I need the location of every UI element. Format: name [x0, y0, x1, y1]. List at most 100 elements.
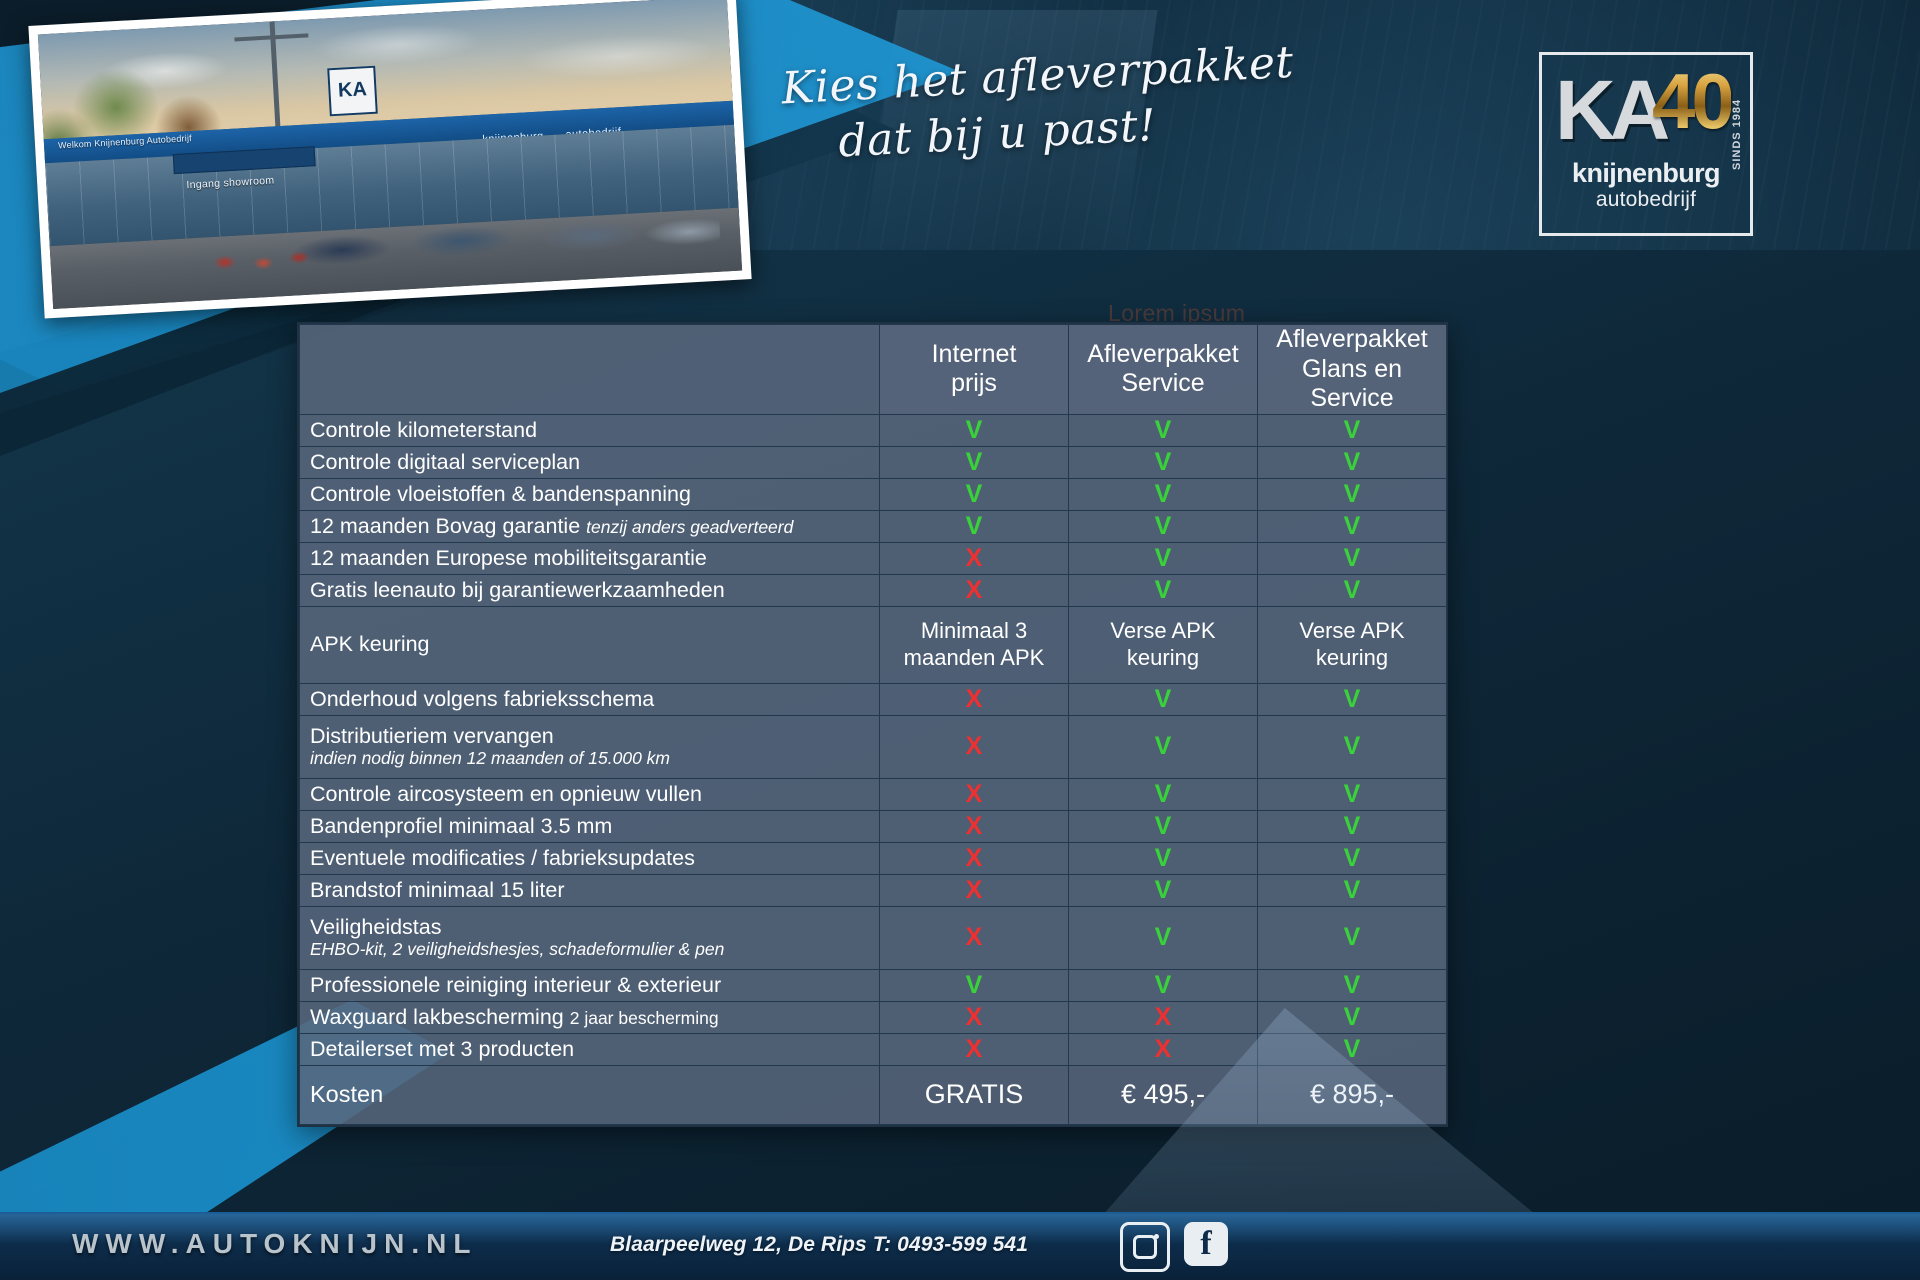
cell-service-mark: V — [1068, 777, 1258, 811]
row-feature-label: Controle digitaal serviceplan — [299, 445, 880, 479]
table-body: Controle kilometerstand V V V Controle digit… — [299, 413, 1447, 1125]
header-internet-line2: prijs — [951, 369, 997, 398]
instagram-icon[interactable] — [1120, 1222, 1170, 1272]
feature-note: 2 jaar bescherming — [569, 1007, 719, 1028]
table-row: Onderhoud volgens fabrieksschema X V V — [299, 682, 1447, 716]
row-feature-label: APK keuring — [299, 605, 880, 684]
cell-service-mark: X — [1068, 1032, 1258, 1066]
cell-internet-mark: V — [879, 509, 1069, 543]
cell-internet-mark: X — [879, 1032, 1069, 1066]
cell-service-mark: V — [1068, 905, 1258, 970]
cost-service: € 495,- — [1068, 1064, 1258, 1125]
row-feature-label: Onderhoud volgens fabrieksschema — [299, 682, 880, 716]
cell-glans-mark: V — [1257, 905, 1447, 970]
cell-internet-text: Minimaal 3 maanden APK — [879, 605, 1069, 684]
cost-internet: GRATIS — [879, 1064, 1069, 1125]
feature-note: indien nodig binnen 12 maanden of 15.000… — [310, 748, 670, 769]
cell-internet-mark: X — [879, 1000, 1069, 1034]
headline: Kies het afleverpakket dat bij u past! — [756, 33, 1324, 222]
cell-glans-mark: V — [1257, 809, 1447, 843]
feature-name: Professionele reiniging interieur & exte… — [310, 972, 722, 997]
cell-service-mark: V — [1068, 413, 1258, 447]
cell-glans-mark: V — [1257, 573, 1447, 607]
feature-name: Brandstof minimaal 15 liter — [310, 877, 565, 902]
cell-glans-mark: V — [1257, 1032, 1447, 1066]
cost-row: Kosten GRATIS € 495,- € 895,- — [299, 1064, 1447, 1125]
row-feature-label: 12 maanden Bovag garantie tenzij anders … — [299, 509, 880, 543]
facebook-icon[interactable]: f — [1184, 1222, 1228, 1266]
header-feature-blank — [299, 324, 880, 415]
header-glans-line1: Afleverpakket — [1276, 325, 1428, 353]
cell-service-text: Verse APK keuring — [1068, 605, 1258, 684]
cell-internet-mark: X — [879, 541, 1069, 575]
social-links: f — [1120, 1222, 1228, 1272]
table-header-row: Internet prijs Afleverpakket Service Afl… — [299, 324, 1447, 415]
cell-glans-mark: V — [1257, 714, 1447, 779]
table-row: Professionele reiniging interieur & exte… — [299, 968, 1447, 1002]
cell-internet-mark: V — [879, 413, 1069, 447]
cell-glans-mark: V — [1257, 445, 1447, 479]
row-feature-label: Veiligheidstas EHBO-kit, 2 veiligheidshes… — [299, 905, 880, 970]
logo-since-text: SINDS 1984 — [1731, 98, 1743, 170]
table-row: Distributieriem vervangen indien nodig bi… — [299, 714, 1447, 779]
logo-ka-letters: KA — [1555, 63, 1670, 157]
cost-glans: € 895,- — [1257, 1064, 1447, 1125]
cell-service-mark: V — [1068, 873, 1258, 907]
table-row: Eventuele modificaties / fabrieksupdates… — [299, 841, 1447, 875]
table-row: Controle vloeistoffen & bandenspanning V V… — [299, 477, 1447, 511]
row-feature-label: Detailerset met 3 producten — [299, 1032, 880, 1066]
cell-internet-mark: V — [879, 968, 1069, 1002]
cell-service-mark: V — [1068, 714, 1258, 779]
logo-company-name: knijnenburg — [1572, 158, 1721, 188]
feature-name: Onderhoud volgens fabrieksschema — [310, 686, 655, 711]
cell-service-mark: V — [1068, 809, 1258, 843]
dealership-photo: Welkom Knijnenburg Autobedrijf knijnenbu… — [28, 0, 752, 319]
feature-name: Gratis leenauto bij garantiewerkzaamhede… — [310, 577, 725, 602]
company-logo: KA 40 knijnenburg autobedrijf SINDS 1984 — [1539, 52, 1753, 236]
logo-company-subtitle: autobedrijf — [1595, 188, 1697, 211]
header-afleverpakket-glans-service: Afleverpakket Glans en Service — [1257, 324, 1447, 415]
cell-service-mark: V — [1068, 477, 1258, 511]
row-feature-label: Professionele reiniging interieur & exte… — [299, 968, 880, 1002]
row-feature-label: Controle aircosysteem en opnieuw vullen — [299, 777, 880, 811]
header-internet-prijs: Internet prijs — [879, 324, 1069, 415]
footer-bar: WWW.AUTOKNIJN.NL Blaarpeelweg 12, De Rip… — [0, 1212, 1920, 1280]
cell-internet-mark: X — [879, 714, 1069, 779]
feature-note: tenzij anders geadverteerd — [586, 516, 794, 537]
cell-glans-mark: V — [1257, 841, 1447, 875]
table-row: Waxguard lakbescherming 2 jaar beschermi… — [299, 1000, 1447, 1034]
photo-ka-sign: KA — [327, 65, 378, 116]
feature-name: Controle vloeistoffen & bandenspanning — [310, 481, 691, 506]
cell-glans-mark: V — [1257, 682, 1447, 716]
cell-internet-mark: X — [879, 873, 1069, 907]
header-afleverpakket-service: Afleverpakket Service — [1068, 324, 1258, 415]
row-feature-label: Controle vloeistoffen & bandenspanning — [299, 477, 880, 511]
table-row: Veiligheidstas EHBO-kit, 2 veiligheidshes… — [299, 905, 1447, 970]
cell-internet-mark: V — [879, 445, 1069, 479]
row-feature-label: Brandstof minimaal 15 liter — [299, 873, 880, 907]
table-row: Controle kilometerstand V V V — [299, 413, 1447, 447]
header-internet-line1: Internet — [931, 339, 1017, 368]
table-row: Detailerset met 3 producten X X V — [299, 1032, 1447, 1066]
row-feature-label: Bandenprofiel minimaal 3.5 mm — [299, 809, 880, 843]
row-feature-label: Waxguard lakbescherming 2 jaar beschermi… — [299, 1000, 880, 1034]
cell-internet-mark: V — [879, 477, 1069, 511]
cell-service-mark: V — [1068, 445, 1258, 479]
feature-name: Eventuele modificaties / fabrieksupdates — [310, 845, 695, 870]
header-service-line2: Service — [1121, 369, 1205, 398]
cell-internet-mark: X — [879, 682, 1069, 716]
logo-frame — [1539, 52, 1753, 236]
cell-glans-mark: V — [1257, 1000, 1447, 1034]
row-feature-label: Eventuele modificaties / fabrieksupdates — [299, 841, 880, 875]
table-row: 12 maanden Europese mobiliteitsgarantie X… — [299, 541, 1447, 575]
photo-flowers — [199, 239, 322, 282]
cell-glans-mark: V — [1257, 541, 1447, 575]
row-feature-label: Controle kilometerstand — [299, 413, 880, 447]
cell-internet-mark: X — [879, 777, 1069, 811]
cell-glans-mark: V — [1257, 968, 1447, 1002]
lorem-watermark: Lorem ipsum — [1108, 300, 1246, 326]
comparison-table: Internet prijs Afleverpakket Service Afl… — [299, 324, 1447, 1125]
table-header: Internet prijs Afleverpakket Service Afl… — [299, 324, 1447, 415]
table-row: APK keuring Minimaal 3 maanden APK Verse A… — [299, 605, 1447, 684]
footer-website-url[interactable]: WWW.AUTOKNIJN.NL — [72, 1228, 478, 1259]
